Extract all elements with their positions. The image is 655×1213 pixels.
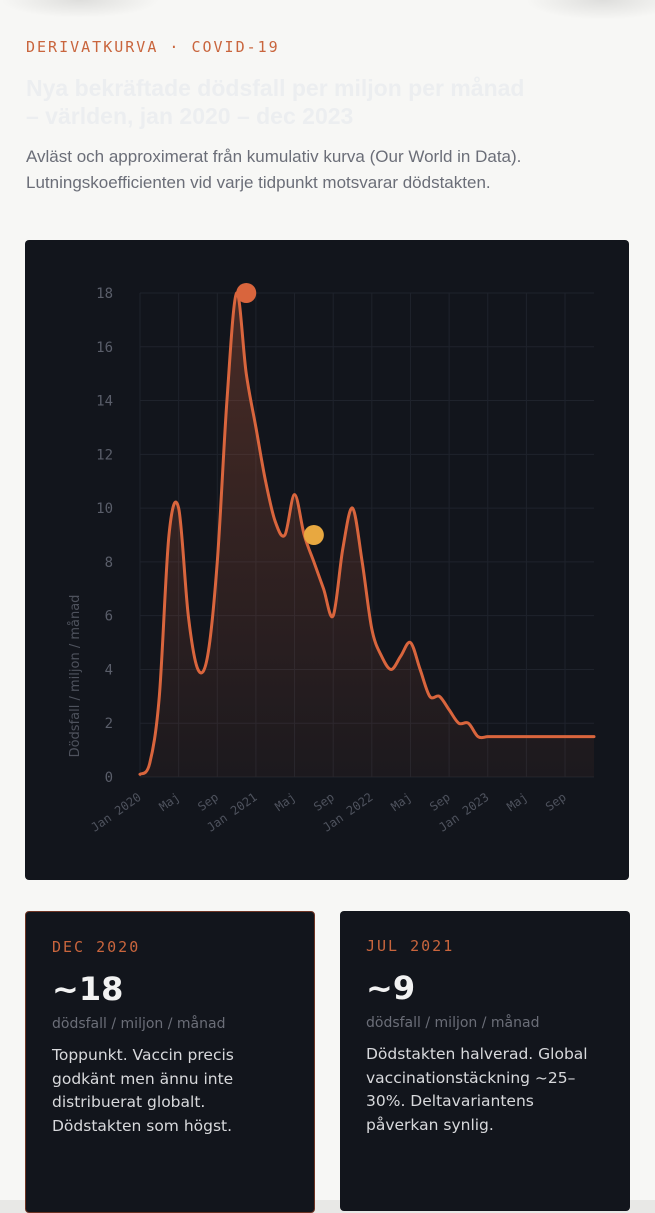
stat-card-description: Dödstakten halverad. Global vaccinations… — [366, 1045, 588, 1134]
y-tick-label: 16 — [96, 340, 113, 356]
y-tick-label: 8 — [105, 555, 113, 571]
page-title-line-2: – världen, jan 2020 – dec 2023 — [26, 103, 354, 129]
y-tick-label: 12 — [96, 447, 113, 463]
stat-card-peak: DEC 2020 ~18 dödsfall / miljon / månad T… — [25, 911, 315, 1213]
page-subtitle-line-1: Avläst och approximerat från kumulativ k… — [26, 147, 522, 166]
x-tick-label: Maj — [272, 790, 298, 814]
x-tick-label: Maj — [388, 790, 414, 814]
x-tick-label: Maj — [157, 790, 183, 814]
stat-card-value: ~18 — [52, 970, 124, 1008]
y-tick-label: 14 — [96, 394, 113, 410]
stat-card-date: DEC 2020 — [52, 938, 141, 956]
stat-card-halved: JUL 2021 ~9 dödsfall / miljon / månad Dö… — [340, 911, 630, 1211]
y-axis-ticks: 0 2 4 6 8 10 12 14 16 18 — [96, 286, 113, 786]
y-axis-title: Dödsfall / miljon / månad — [68, 595, 83, 758]
stat-card-unit: dödsfall / miljon / månad — [52, 1016, 226, 1032]
page-title-line-1: Nya bekräftade dödsfall per miljon per m… — [26, 75, 525, 101]
top-shadow-left — [0, 0, 160, 18]
y-tick-label: 4 — [105, 662, 113, 678]
x-tick-label: Sep — [543, 790, 569, 814]
page-title: Nya bekräftade dödsfall per miljon per m… — [26, 74, 586, 130]
x-tick-label: Sep — [195, 790, 221, 814]
point-layer — [236, 283, 324, 545]
eyebrow-label: DERIVATKURVA · COVID-19 — [26, 38, 280, 56]
x-tick-label: Maj — [504, 790, 530, 814]
page-subtitle: Avläst och approximerat från kumulativ k… — [26, 144, 626, 196]
peak-marker — [236, 283, 257, 303]
top-shadow-right — [525, 0, 655, 20]
y-tick-label: 2 — [105, 716, 113, 732]
series-line — [138, 291, 596, 776]
page-subtitle-line-2: Lutningskoefficienten vid varje tidpunkt… — [26, 173, 491, 192]
series-area — [140, 292, 594, 777]
x-tick-label: Jan 2020 — [88, 790, 143, 835]
x-tick-label: Sep — [427, 790, 453, 814]
y-tick-label: 6 — [105, 609, 113, 625]
chart-card: 0 2 4 6 8 10 12 14 16 18 Jan 2020 Maj Sep Jan 2021 Ma… — [25, 240, 629, 880]
stat-card-unit: dödsfall / miljon / månad — [366, 1015, 540, 1031]
y-tick-label: 10 — [96, 501, 113, 517]
stat-card-date: JUL 2021 — [366, 937, 455, 955]
y-tick-label: 0 — [105, 770, 113, 786]
y-tick-label: 18 — [96, 286, 113, 302]
line-layer — [138, 291, 596, 776]
x-tick-label: Sep — [311, 790, 337, 814]
stat-card-description: Toppunkt. Vaccin precis godkänt men ännu… — [52, 1046, 234, 1135]
stat-card-value: ~9 — [366, 969, 416, 1007]
halved-marker — [303, 525, 324, 545]
area-layer — [140, 292, 594, 777]
